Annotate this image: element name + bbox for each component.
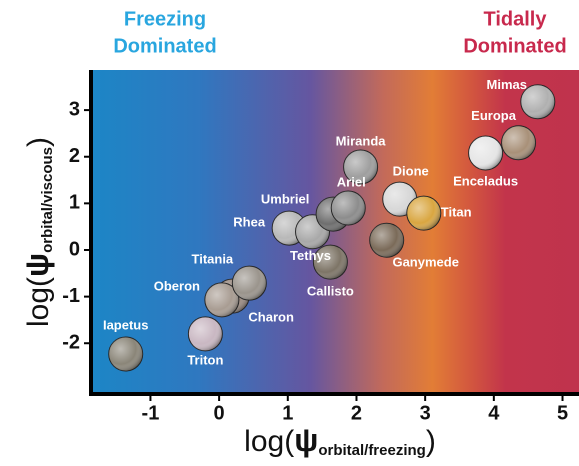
moon-label: Mimas [487, 77, 527, 92]
x-tick-label: 1 [282, 402, 293, 424]
y-tick-label: 1 [69, 192, 80, 214]
moon-shade [232, 266, 266, 300]
moon-shade [407, 196, 441, 230]
moon-label: Rhea [233, 215, 266, 230]
x-tick-label: 0 [214, 402, 225, 424]
moon-label: Oberon [154, 278, 200, 293]
y-tick-label: -1 [62, 285, 80, 307]
annotation: Freezing [124, 8, 206, 30]
y-tick-label: 0 [69, 238, 80, 260]
moon-shade [188, 317, 222, 351]
label-part: ψ [294, 422, 318, 458]
moon-label: Ganymede [392, 255, 458, 270]
moon-shade [109, 337, 143, 371]
moon-label: Enceladus [453, 173, 518, 188]
moon-shade [502, 126, 536, 160]
moon-label: Ariel [337, 174, 366, 189]
moon-label: Triton [187, 352, 223, 367]
moon-label: Titania [192, 252, 234, 267]
label-part: orbital/viscous [39, 147, 56, 253]
moon-label: Charon [248, 310, 294, 325]
chart: Iapetus Triton Charon Oberon Titania Rhea Teth… [0, 0, 579, 466]
x-tick-label: 4 [488, 402, 500, 424]
label-part: log( [22, 277, 55, 327]
label-part: ψ [19, 253, 55, 277]
y-tick-label: 3 [69, 98, 80, 120]
moon-label: Tethys [290, 248, 331, 263]
moon-label: Iapetus [103, 317, 149, 332]
moon-label: Miranda [336, 133, 387, 148]
annotation: Tidally [484, 8, 548, 30]
label-part: orbital/freezing [318, 442, 426, 459]
moon-label: Europa [471, 108, 517, 123]
moon-label: Umbriel [261, 192, 309, 207]
x-tick-label: 2 [351, 402, 362, 424]
label-part: ) [426, 425, 436, 458]
x-tick-label: -1 [142, 402, 160, 424]
x-tick-label: 3 [420, 402, 431, 424]
moon-shade [469, 136, 503, 170]
moon-label: Dione [393, 164, 429, 179]
y-tick-label: 2 [69, 145, 80, 167]
moon-label: Titan [441, 205, 472, 220]
x-axis-label: log(ψorbital/freezing) [244, 422, 436, 459]
y-axis-label: log(ψorbital/viscous) [19, 137, 56, 327]
moon-shade [331, 191, 365, 225]
annotation: Dominated [463, 35, 566, 57]
y-tick-label: -2 [62, 332, 80, 354]
x-tick-label: 5 [557, 402, 568, 424]
label-part: ) [22, 137, 55, 147]
moon-shade [370, 223, 404, 257]
label-part: log( [244, 425, 294, 458]
annotation: Dominated [113, 35, 216, 57]
moon-label: Callisto [307, 284, 354, 299]
